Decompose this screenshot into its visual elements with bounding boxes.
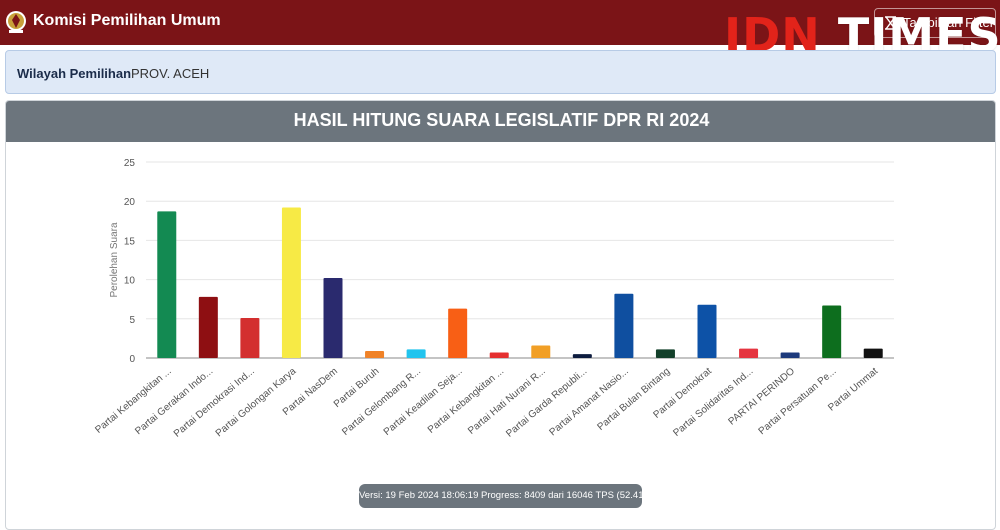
bar (697, 304, 717, 358)
x-tick-label: Partai Garda Republi... (504, 366, 589, 440)
x-tick-label: Partai Demokrasi Ind... (172, 366, 257, 440)
y-tick-label: 5 (129, 315, 135, 326)
show-filter-button[interactable]: Tampilkan Filter (874, 8, 996, 38)
region-value: PROV. ACEH (131, 66, 210, 81)
bar (822, 305, 842, 358)
x-tick-label: Partai Gerakan Indo... (133, 366, 215, 437)
show-filter-label: Tampilkan Filter (903, 15, 995, 30)
bar (406, 349, 426, 358)
bar (655, 349, 675, 358)
x-tick-label: Partai Gelombang R... (340, 366, 423, 438)
bar (863, 348, 883, 358)
region-label: Wilayah Pemilihan (17, 66, 132, 81)
x-tick-label: Partai Kebangkitan ... (426, 366, 506, 436)
app-title: Komisi Pemilihan Umum (33, 12, 221, 29)
bar (157, 211, 177, 358)
x-tick-label: Partai Bulan Bintang (595, 366, 672, 433)
version-progress-badge: Versi: 19 Feb 2024 18:06:19 Progress: 84… (359, 484, 655, 508)
bar (739, 348, 759, 358)
y-tick-label: 10 (124, 276, 136, 287)
x-tick-label: Partai Hati Nurani R... (466, 366, 548, 437)
x-tick-label: Partai Keadilan Seja... (382, 366, 465, 438)
electoral-region-bar: Wilayah Pemilihan PROV. ACEH (5, 50, 996, 94)
y-tick-label: 15 (124, 236, 136, 247)
bar (489, 352, 509, 358)
y-tick-label: 0 (129, 354, 135, 365)
x-tick-label: Partai Persatuan Pe... (757, 366, 839, 437)
y-axis-label: Perolehan Suara (109, 222, 120, 297)
x-tick-label: Partai Solidaritas Ind... (671, 366, 755, 439)
bar (614, 293, 634, 358)
bar (365, 350, 385, 358)
x-tick-label: Partai Golongan Karya (214, 366, 299, 440)
card-header: HASIL HITUNG SUARA LEGISLATIF DPR RI 202… (6, 101, 995, 142)
bar (448, 308, 468, 358)
bar (240, 318, 260, 358)
bar (531, 345, 551, 358)
bar (281, 207, 301, 358)
y-tick-label: 20 (124, 197, 136, 208)
y-tick-label: 25 (124, 158, 136, 169)
bar (323, 278, 343, 358)
bar (198, 296, 218, 358)
hourglass-icon (885, 16, 896, 30)
bar (780, 352, 800, 358)
x-tick-label: Partai Kebangkitan ... (93, 366, 173, 436)
bar (572, 354, 592, 358)
kpu-emblem-icon (6, 11, 26, 33)
card-title: HASIL HITUNG SUARA LEGISLATIF DPR RI 202… (293, 110, 710, 130)
x-tick-label: Partai Amanat Nasio... (548, 366, 631, 438)
